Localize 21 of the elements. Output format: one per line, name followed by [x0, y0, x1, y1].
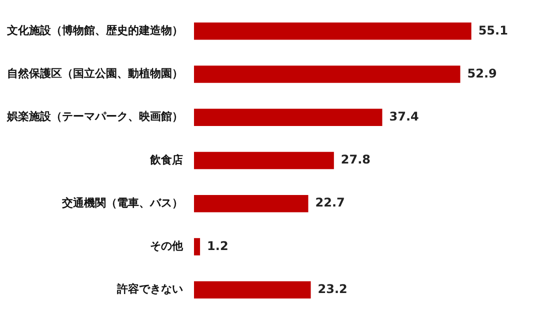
y-tick-label: 自然保護区（国立公園、動植物園） [7, 67, 183, 80]
bar [194, 194, 308, 212]
data-label: 22.7 [315, 196, 345, 210]
bar [194, 152, 334, 170]
y-tick-label: 許容できない [116, 282, 183, 296]
y-tick-label: 交通機関（電車、バス） [61, 196, 183, 210]
bar [194, 238, 200, 256]
y-tick-label: 娯楽施設（テーマパーク、映画館） [6, 110, 183, 124]
y-tick-label: その他 [150, 240, 184, 253]
data-label: 1.2 [207, 238, 228, 253]
data-label: 55.1 [478, 23, 508, 38]
bar [194, 281, 311, 298]
bar [194, 108, 382, 126]
data-label: 23.2 [318, 282, 348, 296]
data-label: 52.9 [467, 66, 497, 80]
data-label: 27.8 [340, 152, 371, 167]
bar [194, 22, 472, 40]
y-tick-label: 文化施設（博物館、歴史的建造物） [6, 24, 183, 38]
data-label: 37.4 [389, 110, 419, 124]
y-tick-label: 飲食店 [149, 153, 183, 166]
bar [194, 66, 460, 83]
